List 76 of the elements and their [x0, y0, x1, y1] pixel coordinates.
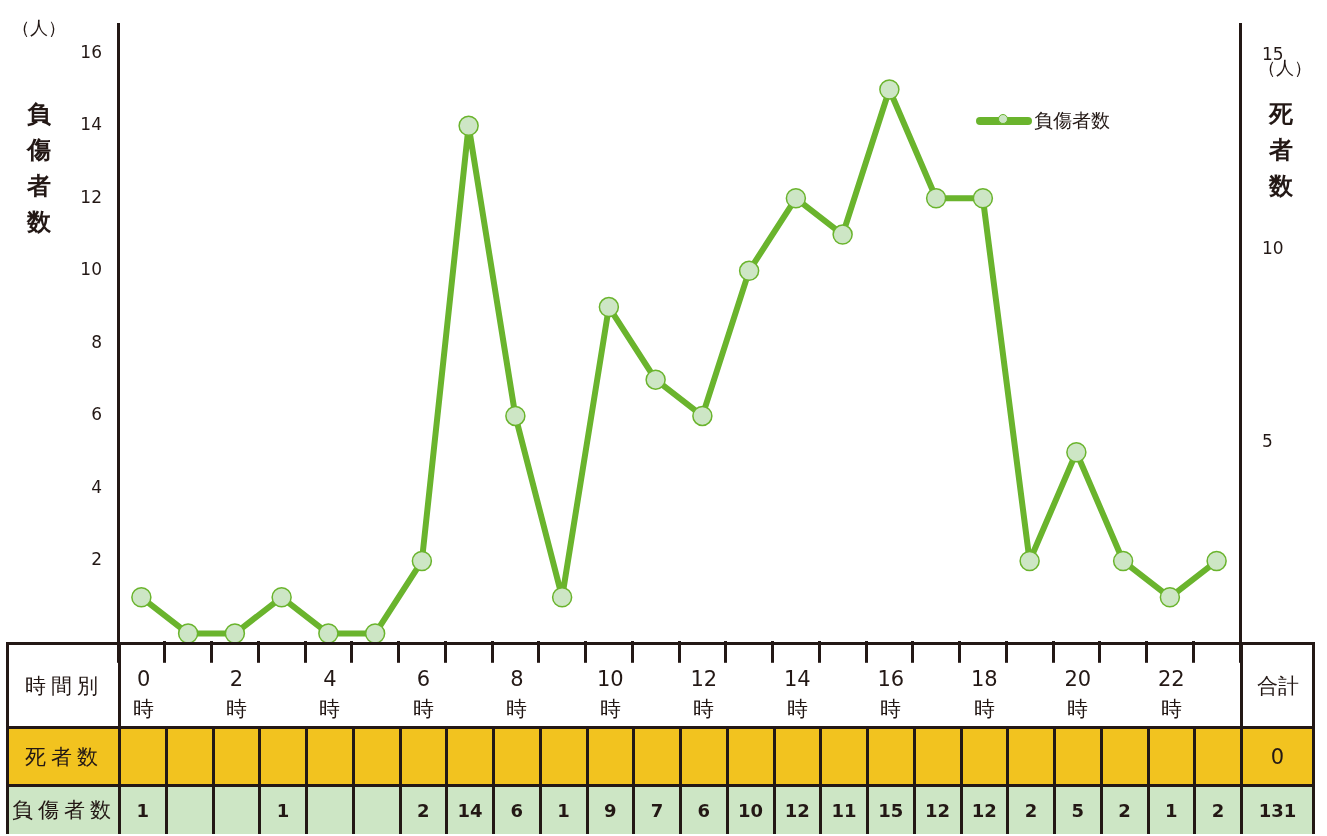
point	[318, 623, 339, 644]
data-label: 9	[587, 785, 634, 834]
y-tick-label: 4	[91, 476, 102, 497]
text: 131	[1241, 785, 1314, 834]
point	[505, 405, 526, 427]
y-tick-label: 8	[91, 331, 102, 352]
point	[271, 587, 292, 608]
point	[411, 550, 433, 572]
point	[364, 623, 386, 644]
point	[738, 260, 760, 282]
point	[692, 405, 713, 427]
x-tick-label: 16時	[877, 666, 905, 723]
data-label: 12	[774, 785, 821, 834]
x-tick-label: 0時	[133, 666, 155, 723]
data-label: 5	[1054, 785, 1102, 834]
text: （人）	[12, 16, 66, 40]
data-label: 6	[493, 785, 541, 834]
y2-axis-title: 死者数	[1268, 99, 1294, 202]
x-tick-label: 8時	[506, 666, 528, 723]
x-tick-label: 14時	[784, 666, 811, 723]
x-tick-label: 20時	[1064, 666, 1092, 723]
x-tick-label: 4時	[319, 666, 341, 723]
y-tick-label: 2	[91, 549, 102, 570]
data-label: 2	[1194, 785, 1242, 834]
point	[1159, 587, 1181, 608]
x-tick-label: 6時	[412, 666, 434, 723]
point	[879, 79, 900, 100]
y-tick-label: 6	[91, 404, 102, 425]
data-label: 1	[119, 785, 167, 834]
legend-label: 負傷者数	[1034, 108, 1110, 133]
data-label: 15	[867, 785, 915, 834]
point	[177, 623, 199, 644]
data-label: 1	[1148, 785, 1195, 834]
point	[1206, 550, 1227, 572]
y-axis-title: 負傷者数	[26, 99, 52, 238]
y2-tick-label: 5	[1262, 431, 1273, 452]
point	[458, 115, 479, 137]
point	[645, 369, 666, 390]
y-tick-label: 12	[80, 186, 102, 207]
data-label: 14	[446, 785, 494, 834]
x-tick-label: 12時	[690, 666, 718, 723]
data-label: 2	[1101, 785, 1148, 834]
point	[551, 587, 573, 608]
text: 0	[1241, 727, 1314, 786]
data-label: 11	[820, 785, 868, 834]
data-label: 12	[961, 785, 1008, 834]
y-tick-label: 10	[80, 259, 102, 280]
point	[598, 296, 620, 318]
point	[925, 188, 947, 209]
data-label: 2	[1007, 785, 1055, 834]
point	[131, 587, 152, 608]
point	[1112, 550, 1134, 572]
x-tick-label: 10時	[597, 666, 624, 723]
data-label: 12	[914, 785, 961, 834]
text: 負傷者数	[11, 798, 116, 823]
point	[832, 224, 853, 245]
x-tick-label: 18時	[971, 666, 998, 723]
text: 死者数	[7, 727, 120, 786]
point	[1066, 441, 1087, 463]
y-tick-label: 16	[80, 41, 102, 62]
point	[1019, 550, 1040, 572]
data-label: 1	[540, 785, 587, 834]
data-label: 10	[727, 785, 774, 834]
x-tick-label: 22時	[1158, 666, 1185, 723]
data-label: 2	[400, 785, 447, 834]
text: 合計	[1241, 643, 1314, 728]
data-label: 1	[259, 785, 307, 834]
y2-tick-label: 10	[1262, 237, 1284, 258]
point	[785, 188, 807, 209]
point	[224, 623, 246, 644]
text: 時間別	[7, 643, 120, 728]
data-label: 7	[633, 785, 681, 834]
x-tick-label: 2時	[225, 666, 247, 723]
data-label: 6	[680, 785, 728, 834]
point	[972, 188, 994, 209]
y-tick-label: 14	[80, 114, 102, 135]
